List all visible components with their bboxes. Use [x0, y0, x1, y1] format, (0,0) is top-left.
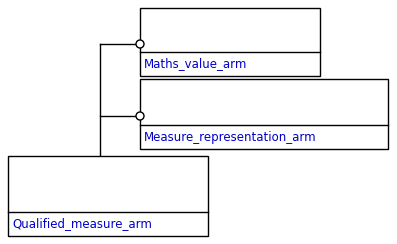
Bar: [140, 8, 320, 76]
Circle shape: [136, 112, 144, 120]
Bar: [140, 79, 388, 149]
Bar: [8, 156, 208, 236]
Circle shape: [136, 40, 144, 48]
Text: Measure_representation_arm: Measure_representation_arm: [144, 131, 317, 143]
Text: Qualified_measure_arm: Qualified_measure_arm: [12, 217, 152, 231]
Text: Maths_value_arm: Maths_value_arm: [144, 58, 247, 71]
